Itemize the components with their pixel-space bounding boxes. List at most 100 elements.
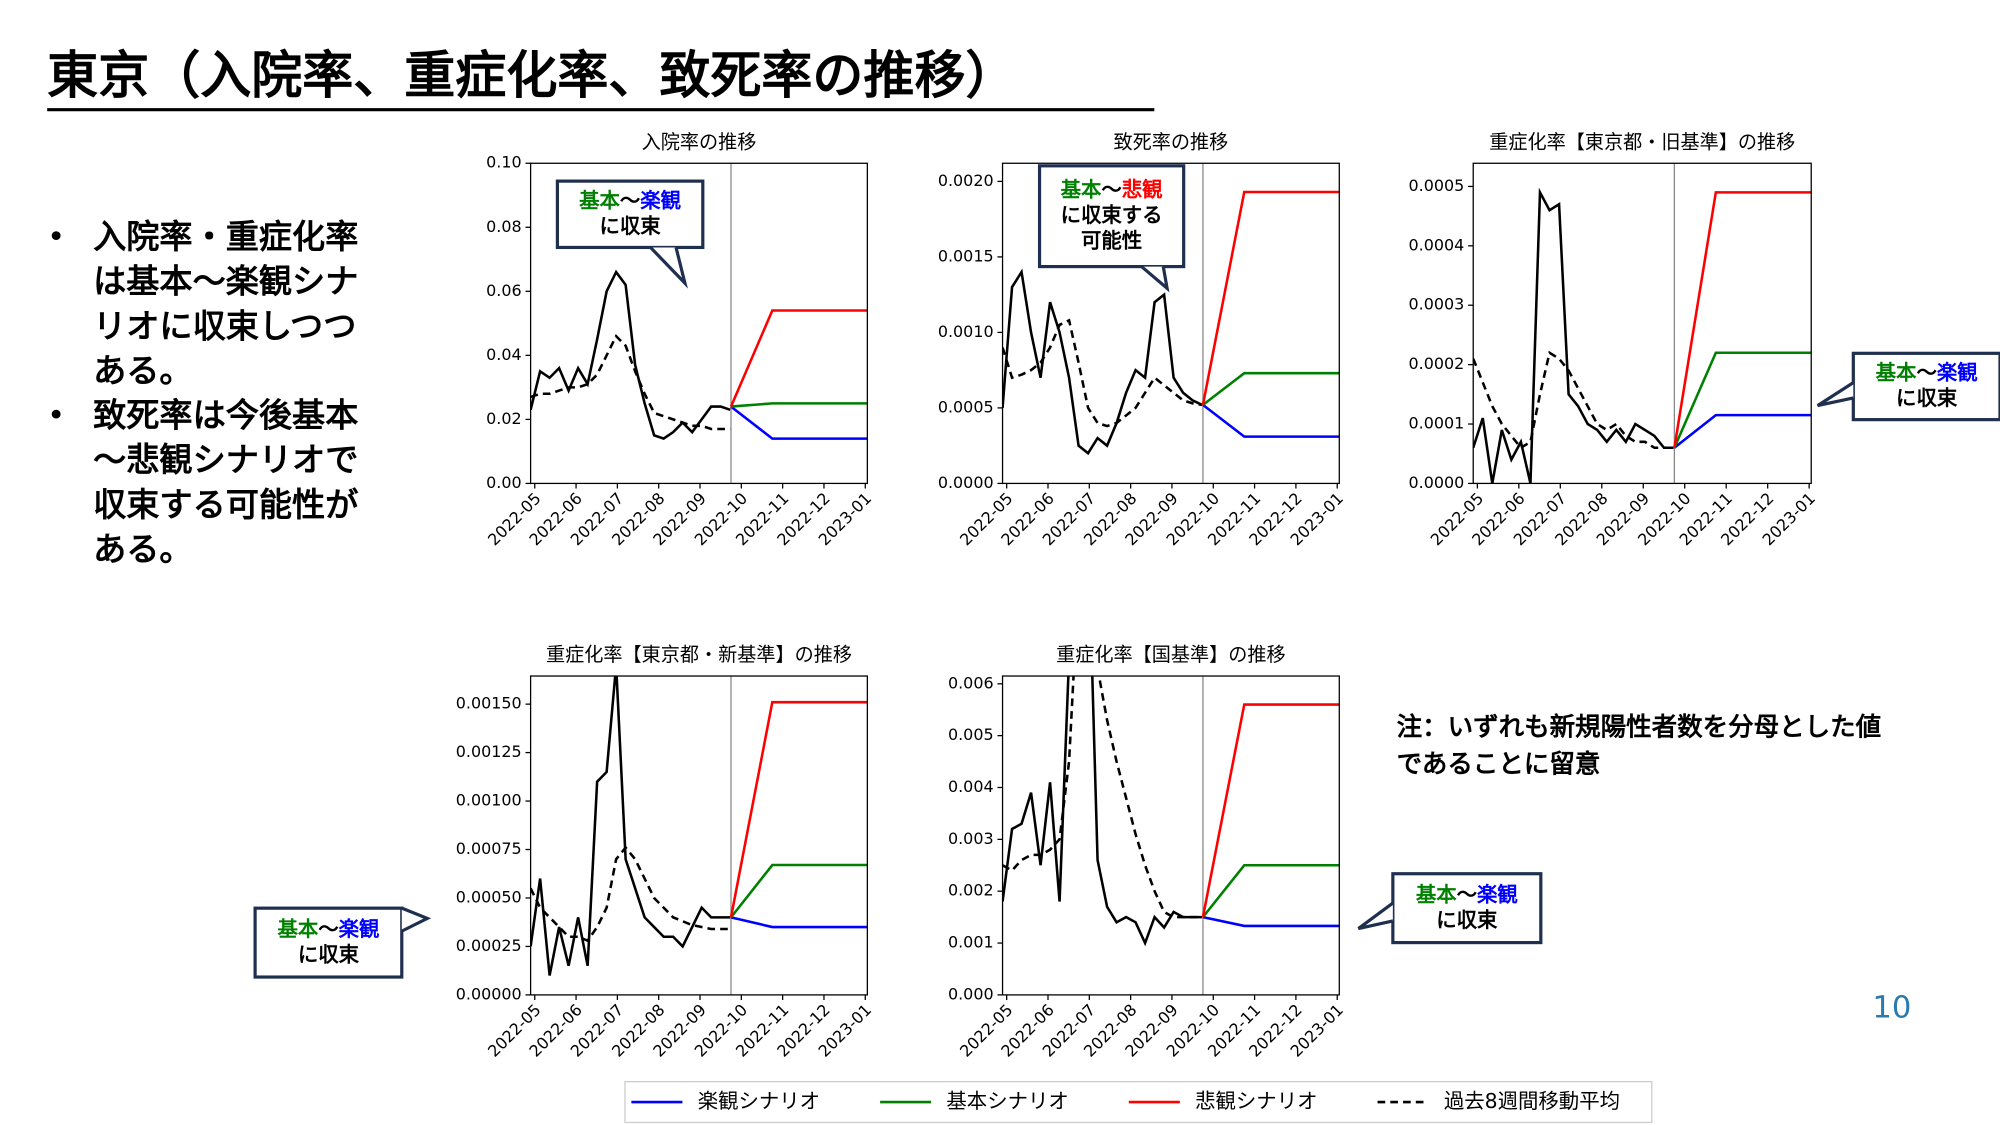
callout-part: 基本	[277, 917, 318, 941]
callout-part: 楽観	[640, 189, 681, 213]
callout-part: 可能性	[1081, 229, 1142, 253]
bullet-text: 致死率は今後基本	[93, 396, 358, 435]
series-line	[1202, 371, 1340, 406]
y-tick-label: 0.04	[486, 345, 522, 364]
callout-text: 可能性	[1081, 229, 1142, 253]
bullet-text: 入院率・重症化率	[93, 217, 358, 256]
callout-part: に収束	[298, 942, 360, 966]
chart-title: 重症化率【国基準】の推移	[1056, 643, 1286, 666]
y-tick-label: 0.0020	[938, 171, 994, 190]
y-tick-label: 0.004	[948, 777, 994, 796]
y-tick-label: 0.0002	[1409, 354, 1465, 373]
y-tick-label: 0.00000	[456, 984, 522, 1003]
plot-frame	[529, 675, 868, 996]
callout-part: 楽観	[1477, 882, 1518, 906]
series-line	[729, 700, 868, 918]
callout-box	[1391, 872, 1543, 945]
callout-tail	[401, 906, 432, 933]
series-line	[530, 845, 731, 943]
series-line	[1002, 676, 1203, 947]
series-line	[1202, 403, 1340, 438]
y-tick-label: 0.0001	[1409, 414, 1465, 433]
callout-text: 基本～楽観	[1876, 361, 1979, 385]
callout-text: 基本～楽観	[277, 917, 380, 941]
y-tick-label: 0.08	[486, 217, 522, 236]
callout-part: 基本	[1876, 361, 1917, 385]
bullet-dot: •	[47, 399, 65, 434]
note: であることに留意	[1397, 749, 1601, 779]
callout-part: ～	[620, 189, 641, 213]
y-tick-label: 0.001	[948, 933, 994, 952]
y-tick-label: 0.0003	[1409, 295, 1465, 314]
callout-text: に収束	[1896, 386, 1958, 410]
series-line	[1201, 703, 1340, 918]
callout-part: に収束	[1896, 386, 1958, 410]
y-tick-label: 0.00150	[456, 694, 522, 713]
y-tick-label: 0.02	[486, 409, 522, 428]
y-tick-label: 0.0015	[938, 246, 994, 265]
y-tick-label: 0.10	[486, 153, 522, 172]
y-tick-label: 0.00	[486, 473, 522, 492]
callout-text: に収束する	[1061, 203, 1163, 227]
bullet-text: ある。	[93, 530, 192, 569]
callout-text: に収束	[298, 942, 360, 966]
callout-part: ～	[1101, 178, 1122, 202]
page-number: 10	[1872, 990, 1911, 1025]
y-tick-label: 0.0005	[938, 397, 994, 416]
series-line	[1673, 191, 1812, 448]
series-line	[1202, 915, 1340, 928]
series-line	[1201, 863, 1340, 918]
callout-box	[1037, 164, 1186, 269]
y-tick-label: 0.0000	[938, 473, 994, 492]
series-line	[1473, 187, 1674, 484]
callout-part: に収束	[1436, 908, 1498, 932]
callout-tail	[1357, 901, 1394, 931]
y-tick-label: 0.0010	[938, 322, 994, 341]
y-tick-label: 0.00050	[456, 887, 522, 906]
callout-part: 基本	[579, 189, 620, 213]
legend-label: 悲観シナリオ	[1195, 1089, 1317, 1113]
callout-text: に収束	[600, 214, 662, 238]
callout-part: 基本	[1061, 178, 1102, 202]
y-tick-label: 0.00100	[456, 791, 522, 810]
chart-title: 重症化率【東京都・新基準】の推移	[546, 643, 852, 666]
y-tick-label: 0.002	[948, 881, 994, 900]
chart-title: 致死率の推移	[1114, 130, 1229, 153]
series-line	[730, 916, 868, 929]
callout-text: に収束	[1436, 908, 1498, 932]
y-tick-label: 0.0004	[1409, 235, 1465, 254]
bullet-text: 収束する可能性が	[93, 485, 359, 524]
chart-title: 入院率の推移	[642, 130, 757, 153]
callout-text: 基本～悲観	[1061, 178, 1164, 202]
plot-frame	[1001, 675, 1340, 996]
y-tick-label: 0.0005	[1409, 176, 1465, 195]
callout-part: ～	[1457, 882, 1478, 906]
callout-part: 基本	[1416, 882, 1457, 906]
y-tick-label: 0.006	[948, 673, 994, 692]
callout-tail	[1140, 265, 1170, 293]
bullet-text: ～悲観シナリオで	[93, 440, 358, 479]
series-line	[730, 402, 868, 408]
series-line	[1002, 318, 1203, 428]
series-line	[729, 863, 868, 919]
series-line	[1002, 268, 1203, 456]
plot-frame	[529, 162, 868, 485]
callout-part: 楽観	[1937, 361, 1978, 385]
slide-title: 東京（入院率、重症化率、致死率の推移）	[47, 47, 1016, 106]
callout-text: 基本～楽観	[579, 189, 682, 213]
series-line	[1002, 676, 1203, 919]
legend-label: 基本シナリオ	[946, 1089, 1068, 1113]
bullet-text: リオに収束しつつ	[93, 306, 356, 345]
series-line	[530, 269, 731, 441]
series-line	[1673, 413, 1812, 449]
bullet-text: は基本～楽観シナ	[93, 262, 358, 301]
series-line	[729, 309, 868, 408]
y-tick-label: 0.00125	[456, 742, 522, 761]
bullet-dot: •	[47, 220, 65, 255]
y-tick-label: 0.06	[486, 281, 522, 300]
callout-box	[555, 179, 705, 250]
callout-tail	[649, 246, 688, 289]
callout-tail	[1816, 381, 1855, 408]
y-tick-label: 0.005	[948, 725, 994, 744]
callout-box	[1851, 351, 2000, 422]
